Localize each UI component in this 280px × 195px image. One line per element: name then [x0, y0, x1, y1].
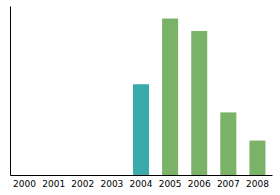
plot: 2000 2001 2002 2003 2004 2005 2006 2007 2008 [11, 7, 273, 190]
x-axis-line [11, 175, 273, 176]
bars [133, 19, 265, 175]
x-tick: 2008 [246, 179, 269, 189]
x-tick: 2006 [188, 179, 211, 189]
x-tick-label: 2008 [246, 179, 269, 189]
y-axis-line [10, 7, 11, 176]
x-tick-label: 2001 [42, 179, 65, 189]
chart: 2000 2001 2002 2003 2004 2005 2006 2007 2008 [0, 0, 280, 195]
bar [75, 175, 91, 176]
x-tick: 2005 [159, 179, 182, 189]
bar [191, 31, 207, 175]
bar [133, 84, 149, 175]
x-tick: 2003 [100, 179, 123, 189]
x-tick-label: 2005 [159, 179, 182, 189]
bar [249, 141, 265, 175]
bar [17, 175, 33, 176]
x-tick-label: 2004 [130, 179, 153, 189]
y-axis [10, 7, 11, 176]
x-tick: 2000 [13, 179, 36, 189]
bar [162, 19, 178, 175]
x-tick: 2001 [42, 179, 65, 189]
x-tick: 2007 [217, 179, 240, 189]
bar [220, 112, 236, 175]
bar [104, 175, 120, 176]
x-tick-label: 2003 [100, 179, 123, 189]
x-tick-label: 2006 [188, 179, 211, 189]
x-tick: 2004 [130, 179, 153, 189]
x-tick-label: 2002 [71, 179, 94, 189]
x-tick-label: 2000 [13, 179, 36, 189]
x-axis: 2000 2001 2002 2003 2004 2005 2006 2007 2008 [11, 176, 273, 190]
x-tick-label: 2007 [217, 179, 240, 189]
bar [46, 175, 62, 176]
x-tick: 2002 [71, 179, 94, 189]
